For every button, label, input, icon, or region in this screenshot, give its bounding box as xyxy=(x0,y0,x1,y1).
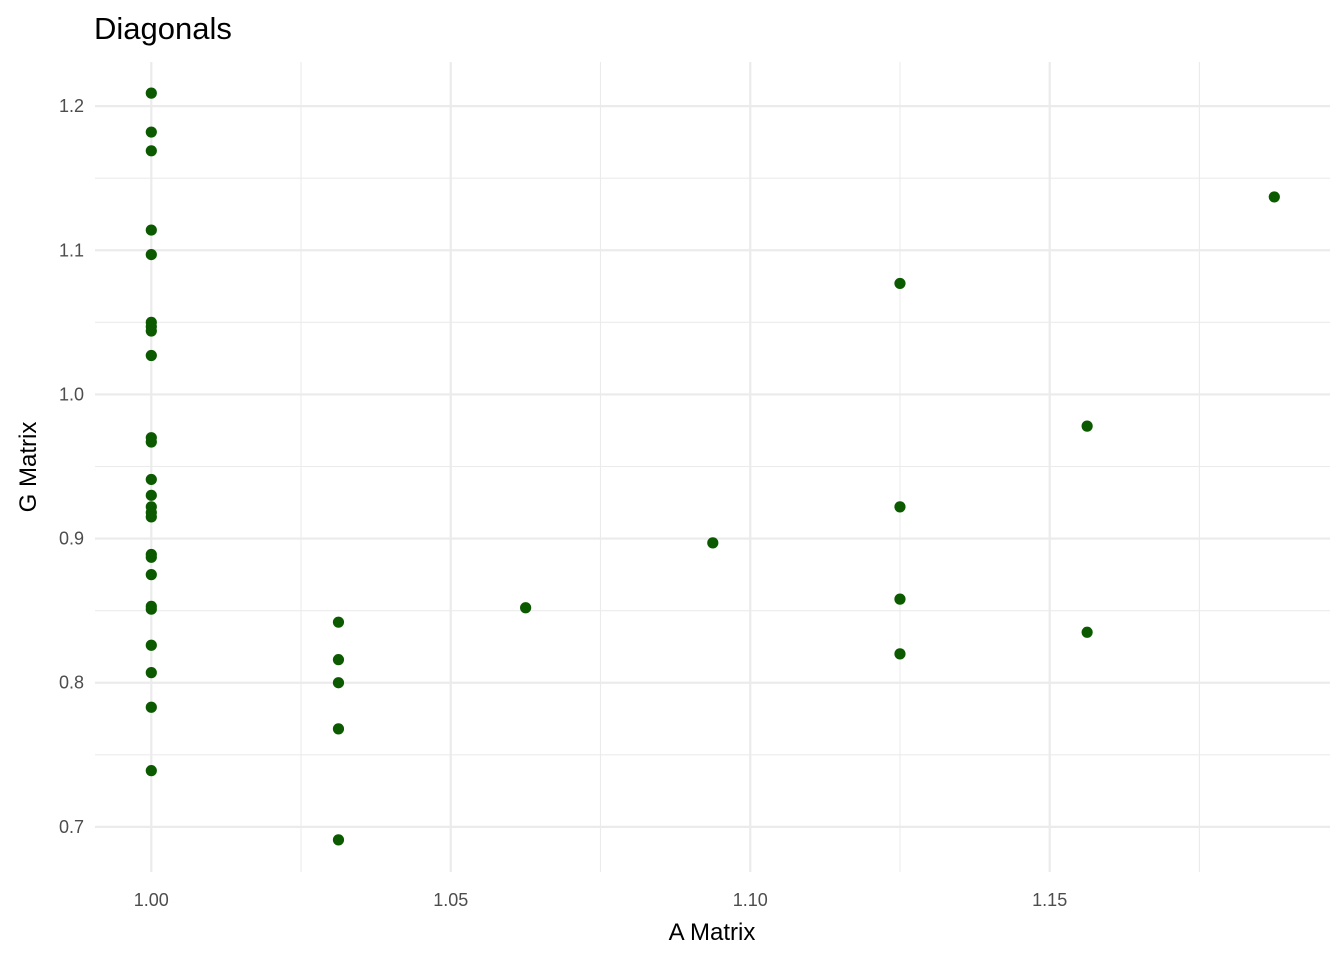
data-point xyxy=(332,616,345,628)
data-point xyxy=(145,224,157,236)
data-point xyxy=(145,701,157,713)
data-point xyxy=(145,349,157,362)
y-tick-label: 0.7 xyxy=(59,817,84,837)
x-tick-label: 1.15 xyxy=(1032,890,1067,910)
data-point xyxy=(332,677,345,689)
data-point xyxy=(1081,420,1093,432)
x-tick-label: 1.00 xyxy=(134,890,169,910)
data-point xyxy=(145,126,157,138)
y-tick-label: 1.0 xyxy=(59,384,84,404)
data-point xyxy=(520,602,532,614)
data-point xyxy=(145,87,157,99)
data-point xyxy=(145,603,157,615)
y-tick-label: 1.2 xyxy=(59,96,84,116)
data-point xyxy=(145,248,157,261)
data-point xyxy=(145,667,157,679)
data-point xyxy=(894,593,906,605)
data-point xyxy=(145,473,157,486)
data-point xyxy=(1268,191,1280,203)
data-point xyxy=(332,723,345,735)
y-tick-label: 0.8 xyxy=(59,673,84,693)
data-point xyxy=(894,648,906,660)
data-point xyxy=(145,639,157,651)
x-tick-label: 1.05 xyxy=(433,890,468,910)
x-tick-label: 1.10 xyxy=(733,890,768,910)
data-point xyxy=(145,569,157,581)
data-points xyxy=(145,87,1280,846)
y-tick-label: 0.9 xyxy=(59,529,84,549)
data-point xyxy=(145,145,157,157)
major-gridlines xyxy=(95,62,1330,872)
minor-gridlines xyxy=(95,62,1330,872)
chart-title: Diagonals xyxy=(94,11,232,46)
data-point xyxy=(145,765,157,777)
data-point xyxy=(145,489,157,501)
data-point xyxy=(145,325,157,337)
y-axis-tick-labels: 0.7 0.8 0.9 1.0 1.1 1.2 xyxy=(59,96,84,837)
data-point xyxy=(145,436,157,448)
data-point xyxy=(894,501,906,513)
data-point xyxy=(707,537,719,549)
data-point xyxy=(332,834,345,846)
data-point xyxy=(145,511,157,523)
x-axis-title: A Matrix xyxy=(669,919,756,946)
data-point xyxy=(894,277,906,290)
data-point xyxy=(145,551,157,563)
y-tick-label: 1.1 xyxy=(59,240,84,260)
data-point xyxy=(332,654,345,666)
y-axis-title: G Matrix xyxy=(15,422,42,513)
data-point xyxy=(1081,626,1093,638)
x-axis-tick-labels: 1.00 1.05 1.10 1.15 xyxy=(134,890,1067,910)
